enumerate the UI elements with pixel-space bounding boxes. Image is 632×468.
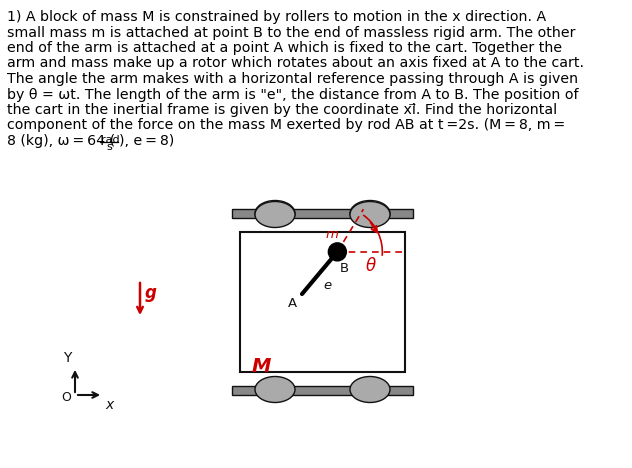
Bar: [232, 386, 413, 395]
Ellipse shape: [350, 376, 390, 402]
Text: Y: Y: [63, 351, 71, 365]
Text: 1) A block of mass M is constrained by rollers to motion in the x direction. A: 1) A block of mass M is constrained by r…: [7, 10, 546, 24]
Text: ), e = 8): ), e = 8): [119, 134, 174, 148]
Text: The angle the arm makes with a horizontal reference passing through A is given: The angle the arm makes with a horizonta…: [7, 72, 578, 86]
Text: g: g: [145, 284, 157, 302]
Text: A: A: [288, 297, 297, 310]
Text: x: x: [105, 398, 113, 412]
Text: by θ = ωt. The length of the arm is "e", the distance from A to B. The position : by θ = ωt. The length of the arm is "e",…: [7, 88, 578, 102]
Text: the cart in the inertial frame is given by the coordinate xi⃗. Find the horizont: the cart in the inertial frame is given …: [7, 103, 557, 117]
Text: rad: rad: [101, 135, 119, 145]
Text: M: M: [252, 357, 271, 376]
Text: small mass m is attached at point B to the end of massless rigid arm. The other: small mass m is attached at point B to t…: [7, 25, 576, 39]
Ellipse shape: [255, 376, 295, 402]
Text: component of the force on the mass M exerted by rod AB at t =2s. (M = 8, m =: component of the force on the mass M exe…: [7, 118, 565, 132]
Circle shape: [329, 243, 346, 261]
Text: 8 (kg), ω = 64 (: 8 (kg), ω = 64 (: [7, 134, 115, 148]
Ellipse shape: [350, 202, 390, 227]
Bar: [240, 232, 405, 372]
Text: m: m: [325, 228, 338, 241]
Text: s: s: [106, 142, 112, 152]
Text: end of the arm is attached at a point A which is fixed to the cart. Together the: end of the arm is attached at a point A …: [7, 41, 562, 55]
Text: θ: θ: [365, 257, 375, 275]
Text: O: O: [61, 391, 71, 404]
Bar: [232, 209, 413, 218]
Ellipse shape: [255, 202, 295, 227]
Text: arm and mass make up a rotor which rotates about an axis fixed at A to the cart.: arm and mass make up a rotor which rotat…: [7, 57, 584, 71]
Text: B: B: [339, 262, 348, 275]
Text: e: e: [324, 279, 332, 292]
